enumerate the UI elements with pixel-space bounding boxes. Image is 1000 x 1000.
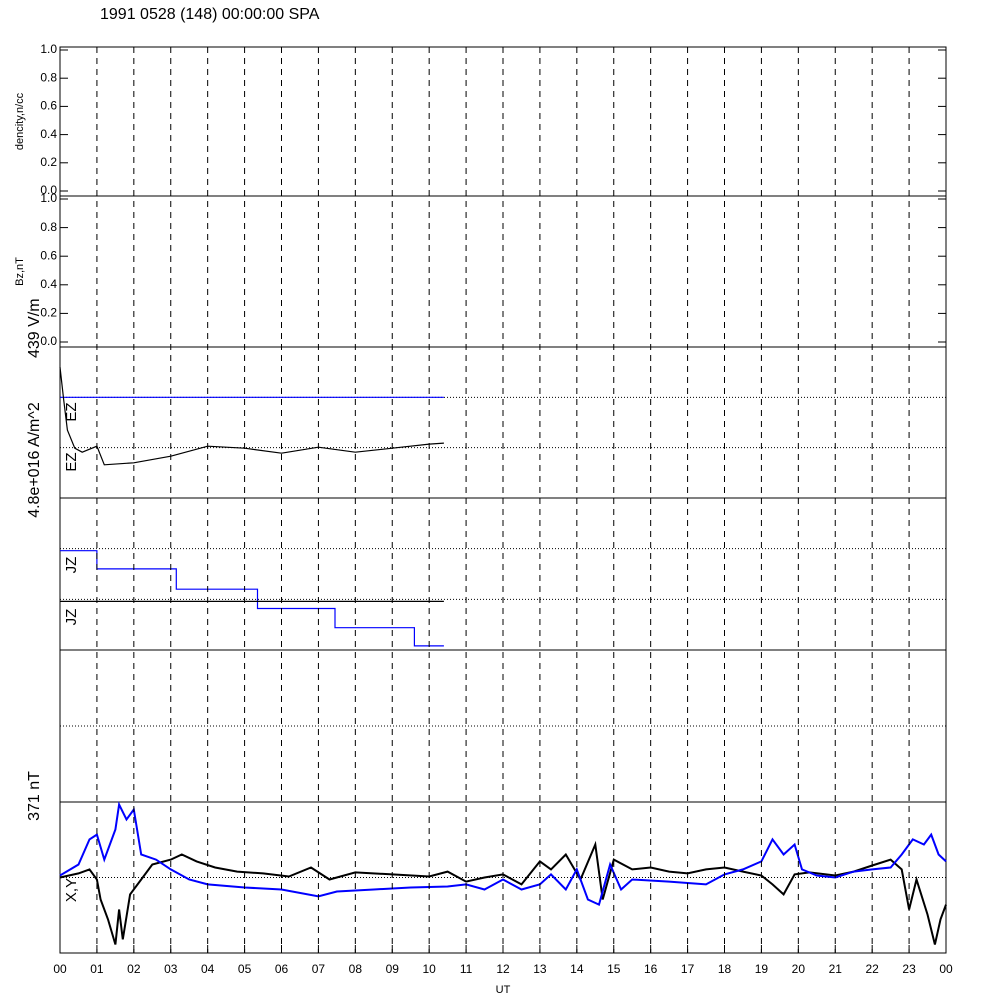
x-tick-label: 03 xyxy=(164,962,178,976)
y-axis-label: Bz,nT xyxy=(14,257,26,286)
x-tick-label: 17 xyxy=(681,962,695,976)
scale-label: 4.8e+016 A/m^2 xyxy=(26,402,43,518)
x-tick-label: 10 xyxy=(422,962,436,976)
series-label: JZ xyxy=(63,557,80,574)
x-tick-label: 15 xyxy=(607,962,621,976)
x-tick-label: 00 xyxy=(53,962,67,976)
y-tick-label: 0.0 xyxy=(40,334,57,348)
series-label: EZ xyxy=(63,402,80,421)
x-tick-label: 23 xyxy=(902,962,916,976)
y-tick-label: 0.2 xyxy=(40,155,57,169)
x-tick-label: 00 xyxy=(939,962,953,976)
scale-label: 371 nT xyxy=(26,771,43,821)
series-label: JZ xyxy=(63,609,80,626)
x-tick-label: 16 xyxy=(644,962,658,976)
x-tick-label: 20 xyxy=(792,962,806,976)
x-tick-label: 05 xyxy=(238,962,252,976)
x-tick-label: 11 xyxy=(460,962,473,976)
y-tick-label: 0.4 xyxy=(40,127,57,141)
x-tick-label: 08 xyxy=(349,962,363,976)
x-axis-label: UT xyxy=(496,984,511,996)
x-tick-label: 21 xyxy=(829,962,843,976)
x-tick-label: 06 xyxy=(275,962,289,976)
y-tick-label: 1.0 xyxy=(40,42,57,56)
y-axis-label: dencity,n/cc xyxy=(14,92,26,150)
x-tick-label: 13 xyxy=(533,962,547,976)
x-tick-label: 19 xyxy=(755,962,769,976)
chart-title: 1991 0528 (148) 00:00:00 SPA xyxy=(100,6,320,23)
x-tick-label: 02 xyxy=(127,962,141,976)
x-tick-label: 07 xyxy=(312,962,326,976)
y-tick-label: 0.2 xyxy=(40,306,57,320)
panel-label: X,Y xyxy=(63,878,80,902)
x-tick-label: 04 xyxy=(201,962,215,976)
y-tick-label: 1.0 xyxy=(40,191,57,205)
x-tick-label: 22 xyxy=(865,962,879,976)
y-tick-label: 0.8 xyxy=(40,70,57,84)
scale-label: 439 V/m xyxy=(26,298,43,358)
y-tick-label: 0.6 xyxy=(40,99,57,113)
y-tick-label: 0.0 xyxy=(40,183,57,197)
y-tick-label: 0.6 xyxy=(40,248,57,262)
y-tick-label: 0.8 xyxy=(40,220,57,234)
data-line xyxy=(59,801,947,906)
x-tick-label: 14 xyxy=(570,962,584,976)
x-tick-label: 01 xyxy=(90,962,104,976)
y-tick-label: 0.4 xyxy=(40,277,57,291)
series-label: EZ xyxy=(63,452,80,471)
x-tick-label: 18 xyxy=(718,962,732,976)
x-tick-label: 12 xyxy=(496,962,510,976)
x-tick-label: 09 xyxy=(386,962,400,976)
